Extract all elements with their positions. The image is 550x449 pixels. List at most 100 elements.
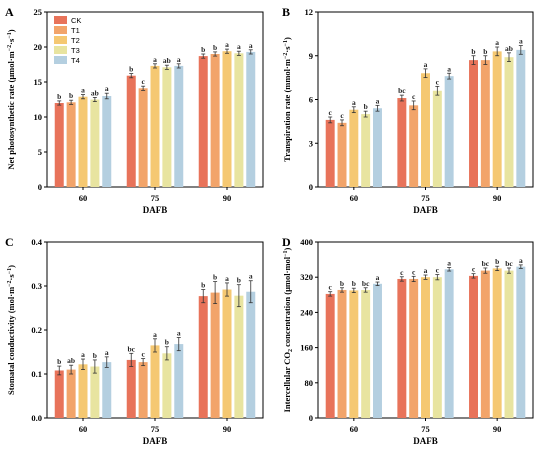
x-tick-label: 60 (79, 193, 88, 203)
bar (222, 289, 232, 418)
y-tick-label: 320 (300, 272, 313, 282)
bar (469, 275, 478, 418)
significance-letter: ab (505, 44, 513, 53)
y-tick-label: 0.4 (31, 237, 42, 247)
bar (174, 65, 184, 187)
significance-letter: a (447, 64, 451, 73)
y-tick-label: 0 (309, 182, 313, 192)
bar (90, 99, 100, 187)
significance-letter: c (400, 268, 404, 277)
y-label-text: Net photosynthetic rate (μmol·m (6, 51, 16, 169)
significance-letter: b (483, 47, 487, 56)
significance-letter: a (376, 273, 380, 282)
significance-letter: b (57, 357, 61, 366)
bar (138, 88, 148, 187)
bar (397, 98, 407, 187)
significance-letter: a (424, 266, 428, 275)
y-label-text: Transpiration rate (mmol·m (282, 59, 292, 162)
bar (504, 57, 514, 188)
significance-letter: b (129, 65, 133, 74)
significance-letter: b (201, 45, 205, 54)
y-tick-label: 240 (300, 307, 313, 317)
y-label-text: Intercellular CO (282, 352, 292, 413)
significance-letter: a (519, 256, 523, 265)
bar (162, 353, 172, 418)
x-axis-label: DAFB (143, 436, 168, 446)
significance-letter: b (213, 43, 217, 52)
bar (78, 96, 88, 187)
x-axis-label: DAFB (413, 205, 438, 215)
significance-letter: b (352, 279, 356, 288)
y-tick-label: 5 (38, 147, 42, 157)
bar (78, 364, 88, 418)
significance-letter: bc (362, 279, 370, 288)
y-tick-label: 160 (300, 343, 313, 353)
legend-swatch (54, 36, 67, 44)
bar (90, 366, 100, 418)
y-tick-label: 0.1 (31, 369, 42, 379)
bar (361, 289, 371, 418)
bar (492, 268, 502, 418)
significance-letter: a (249, 41, 253, 50)
bar (138, 362, 148, 418)
x-tick-label: 60 (350, 424, 359, 434)
bar (492, 51, 502, 187)
y-tick-label: 0 (309, 413, 313, 423)
y-label-text: concentration (μmol·mol (282, 256, 292, 349)
y-tick-label: 6 (309, 95, 313, 105)
significance-letter: c (141, 77, 145, 86)
y-label-superscript: −2 (283, 53, 289, 59)
y-tick-label: 0.3 (31, 281, 42, 291)
y-axis-label: Transpiration rate (mmol·m−2·s−1) (282, 37, 292, 162)
bar (469, 60, 478, 187)
bar (54, 370, 64, 418)
bar (337, 122, 347, 187)
bar (198, 296, 208, 418)
bar (325, 119, 335, 187)
significance-letter: b (201, 281, 205, 290)
bar (409, 105, 419, 187)
significance-letter: b (57, 92, 61, 101)
bar (102, 362, 112, 418)
significance-letter: a (352, 98, 356, 107)
significance-letter: a (249, 272, 253, 281)
significance-letter: a (495, 38, 499, 47)
y-axis-label: Net photosynthetic rate (μmol·m−2·s−1) (6, 29, 16, 169)
y-tick-label: 80 (305, 378, 314, 388)
bar (198, 56, 208, 187)
significance-letter: a (105, 348, 109, 357)
significance-letter: a (177, 328, 181, 337)
significance-letter: b (165, 338, 169, 347)
y-label-text: ) (282, 37, 292, 40)
significance-letter: a (105, 84, 109, 93)
y-label-superscript: −1 (283, 40, 289, 46)
significance-letter: bc (398, 86, 406, 95)
significance-letter: ab (91, 88, 99, 97)
y-tick-label: 15 (34, 77, 43, 87)
bar (54, 103, 64, 187)
x-axis-label: DAFB (143, 205, 168, 215)
bar (246, 291, 256, 418)
bar (150, 345, 160, 418)
bar (162, 67, 172, 187)
bar (337, 289, 347, 418)
y-label-text: ·s (6, 274, 16, 281)
legend-label: T3 (71, 46, 80, 55)
bar (373, 283, 382, 418)
panel-letter: C (5, 235, 14, 249)
bar (126, 75, 136, 187)
significance-letter: c (412, 267, 416, 276)
significance-letter: c (340, 111, 344, 120)
significance-letter: ab (163, 56, 171, 65)
legend-swatch (54, 56, 67, 64)
significance-letter: c (329, 283, 333, 292)
significance-letter: b (237, 276, 241, 285)
significance-letter: c (329, 108, 333, 117)
y-label-text: ) (6, 265, 16, 268)
bar (409, 278, 419, 418)
x-tick-label: 75 (421, 424, 430, 434)
